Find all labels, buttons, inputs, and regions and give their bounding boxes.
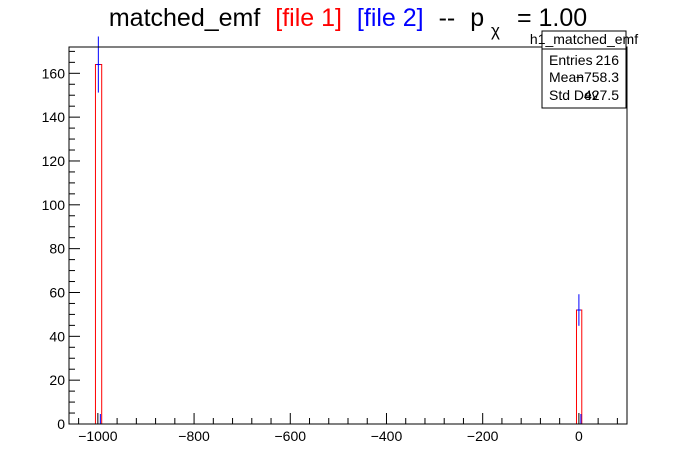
x-tick-label: 0 bbox=[575, 428, 583, 444]
stats-label-mean: Mean bbox=[549, 69, 584, 85]
y-tick-label: 60 bbox=[49, 284, 65, 300]
y-tick-label: 40 bbox=[49, 328, 65, 344]
y-tick-label: 120 bbox=[42, 153, 66, 169]
y-tick-label: 140 bbox=[42, 109, 66, 125]
title-file2: [file 2] bbox=[357, 4, 424, 32]
plot-frame bbox=[68, 46, 628, 425]
x-tick-label: −1000 bbox=[78, 428, 118, 444]
title-file1: [file 1] bbox=[275, 4, 342, 32]
title-separator: -- bbox=[439, 4, 456, 32]
stats-value-stddev: 427.5 bbox=[584, 87, 619, 103]
stats-value-entries: 216 bbox=[596, 52, 620, 68]
y-tick-label: 80 bbox=[49, 241, 65, 257]
axes: −1000 −800 −600 −400 −200 0 0 20 40 60 80 100 120 140… bbox=[42, 50, 618, 444]
x-tick-label: −400 bbox=[371, 428, 403, 444]
title-subscript: χ bbox=[491, 21, 500, 40]
error-points bbox=[96, 36, 582, 424]
stats-label-entries: Entries bbox=[549, 52, 593, 68]
stats-box: h1_matched_emf Entries 216 Mean −758.3 S… bbox=[530, 30, 638, 109]
title-p: p bbox=[470, 4, 484, 32]
x-tick-label: −200 bbox=[467, 428, 499, 444]
title-pvalue: = 1.00 bbox=[517, 4, 587, 32]
stats-label-stddev: Std Dev bbox=[549, 87, 599, 103]
y-tick-label: 160 bbox=[42, 65, 66, 81]
stats-value-mean: −758.3 bbox=[576, 69, 619, 85]
plot-title: matched_emf [file 1] [file 2] -- p χ = 1… bbox=[109, 4, 587, 42]
x-tick-label: −800 bbox=[178, 428, 210, 444]
stats-box-name: h1_matched_emf bbox=[530, 31, 638, 47]
x-tick-label: −600 bbox=[275, 428, 307, 444]
y-tick-label: 20 bbox=[49, 372, 65, 388]
y-tick-label: 0 bbox=[57, 416, 65, 432]
y-tick-label: 100 bbox=[42, 197, 66, 213]
stats-box-frame bbox=[541, 30, 627, 109]
title-base: matched_emf bbox=[109, 4, 261, 32]
